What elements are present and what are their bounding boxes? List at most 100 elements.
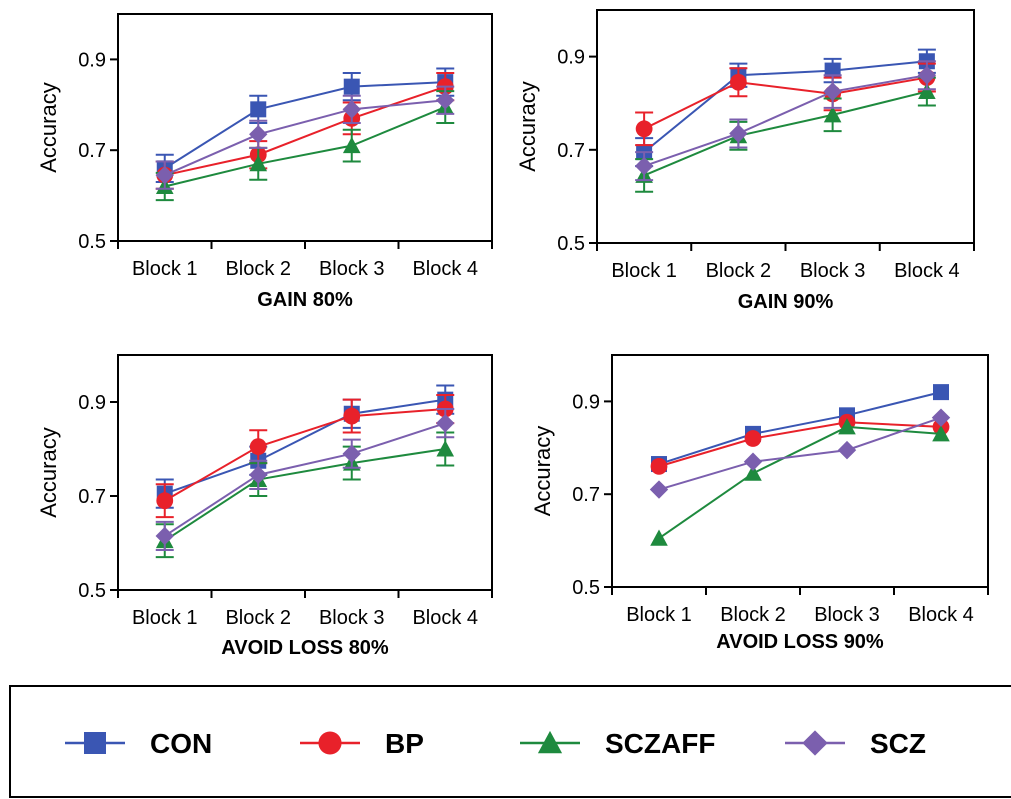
series-con <box>635 48 936 168</box>
panel-title: GAIN 90% <box>738 291 834 313</box>
series-line <box>164 81 446 170</box>
series-sczaff <box>155 431 455 559</box>
legend-label: SCZAFF <box>605 728 715 759</box>
series-bp <box>650 413 950 475</box>
legend-item-scz: SCZ <box>785 728 926 759</box>
series-line <box>643 74 928 168</box>
data-point <box>436 440 455 457</box>
x-tick-label: Block 1 <box>132 258 198 280</box>
legend-label: CON <box>150 728 212 759</box>
series-line <box>164 448 446 542</box>
y-tick-label: 0.5 <box>572 577 600 599</box>
x-tick-label: Block 4 <box>412 258 478 280</box>
panel-title: GAIN 80% <box>257 289 353 311</box>
x-tick-label: Block 2 <box>225 258 291 280</box>
data-point <box>918 82 936 100</box>
chart-gain-90: 0.5 0.7 0.9 Block 1 Block 2 Block 3 Block 4 Acc… <box>515 9 975 313</box>
chart-gain-80: 0.5 0.7 0.9 Block 1 Block 2 Block 3 Block 4 Acc… <box>36 13 493 311</box>
data-point <box>436 413 455 433</box>
panel-title: AVOID LOSS 80% <box>221 637 389 659</box>
data-point <box>249 438 267 456</box>
data-point <box>743 452 763 471</box>
data-point <box>917 66 937 85</box>
x-tick-label: Block 1 <box>626 604 692 626</box>
data-point <box>342 136 361 154</box>
chart-avoid-loss-80: 0.5 0.7 0.9 Block 1 Block 2 Block 3 Block 4 Acc… <box>36 354 493 659</box>
series-line <box>164 422 446 537</box>
data-point <box>729 124 748 143</box>
legend-item-sczaff: SCZAFF <box>520 728 715 759</box>
x-tick-label: Block 4 <box>412 607 478 629</box>
legend-marker <box>318 731 342 755</box>
series-scz <box>155 408 455 552</box>
legend-marker <box>802 730 828 756</box>
legend-label: BP <box>385 728 424 759</box>
series-line <box>643 60 927 153</box>
series-line <box>164 408 446 502</box>
legend-item-bp: BP <box>300 728 424 759</box>
y-axis-title: Accuracy <box>530 426 555 516</box>
data-point <box>729 73 747 91</box>
data-point <box>823 106 842 123</box>
series-line <box>164 99 446 177</box>
data-point <box>932 425 950 442</box>
series-sczaff <box>635 76 936 193</box>
legend-marker <box>84 732 106 754</box>
x-tick-label: Block 2 <box>225 607 291 629</box>
y-tick-label: 0.9 <box>78 49 106 71</box>
data-point <box>837 440 857 460</box>
data-point <box>650 457 668 475</box>
series-line <box>643 76 928 130</box>
data-point <box>342 444 361 463</box>
series-bp <box>155 72 455 190</box>
series-line <box>658 416 942 491</box>
data-point <box>744 464 762 481</box>
series-sczaff <box>650 418 950 546</box>
y-tick-label: 0.7 <box>78 486 106 508</box>
data-point <box>838 418 856 435</box>
data-point <box>931 408 951 427</box>
x-tick-label: Block 2 <box>720 604 786 626</box>
x-tick-label: Block 2 <box>706 260 772 282</box>
series-con <box>155 67 455 183</box>
data-point <box>249 465 268 485</box>
chart-panels: 0.5 0.7 0.9 Block 1 Block 2 Block 3 Block 4 Acc… <box>36 9 989 659</box>
x-tick-label: Block 4 <box>894 260 960 282</box>
series-scz <box>649 408 951 499</box>
series-scz <box>155 85 455 190</box>
x-tick-label: Block 3 <box>319 607 385 629</box>
x-tick-label: Block 3 <box>814 604 880 626</box>
y-tick-label: 0.7 <box>557 140 585 162</box>
y-axis-title: Accuracy <box>36 427 61 517</box>
chart-avoid-loss-90: 0.5 0.7 0.9 Block 1 Block 2 Block 3 Block 4 Acc… <box>530 354 989 653</box>
data-point <box>342 100 361 119</box>
y-tick-label: 0.5 <box>78 580 106 602</box>
data-point <box>823 82 842 101</box>
x-tick-label: Block 4 <box>908 604 974 626</box>
x-tick-label: Block 1 <box>132 607 198 629</box>
y-axis-title: Accuracy <box>515 81 540 171</box>
series-con <box>651 384 949 473</box>
series-line <box>164 398 446 495</box>
series-con <box>155 384 455 509</box>
data-point <box>634 156 654 176</box>
y-tick-label: 0.5 <box>557 233 585 255</box>
data-point <box>436 91 455 110</box>
data-point <box>250 101 267 118</box>
plot-frame <box>611 354 989 588</box>
data-point <box>155 526 174 546</box>
y-tick-label: 0.9 <box>557 47 585 69</box>
x-tick-label: Block 3 <box>800 260 866 282</box>
data-point <box>343 78 360 95</box>
legend-label: SCZ <box>870 728 926 759</box>
y-tick-label: 0.5 <box>78 231 106 253</box>
data-point <box>155 165 174 185</box>
data-point <box>156 492 174 510</box>
y-tick-label: 0.7 <box>572 484 600 506</box>
legend: CON BP SCZAFF SCZ <box>9 685 1011 798</box>
y-tick-label: 0.9 <box>572 391 600 413</box>
data-point <box>649 480 669 499</box>
plot-frame <box>117 354 493 591</box>
y-tick-label: 0.9 <box>78 392 106 414</box>
